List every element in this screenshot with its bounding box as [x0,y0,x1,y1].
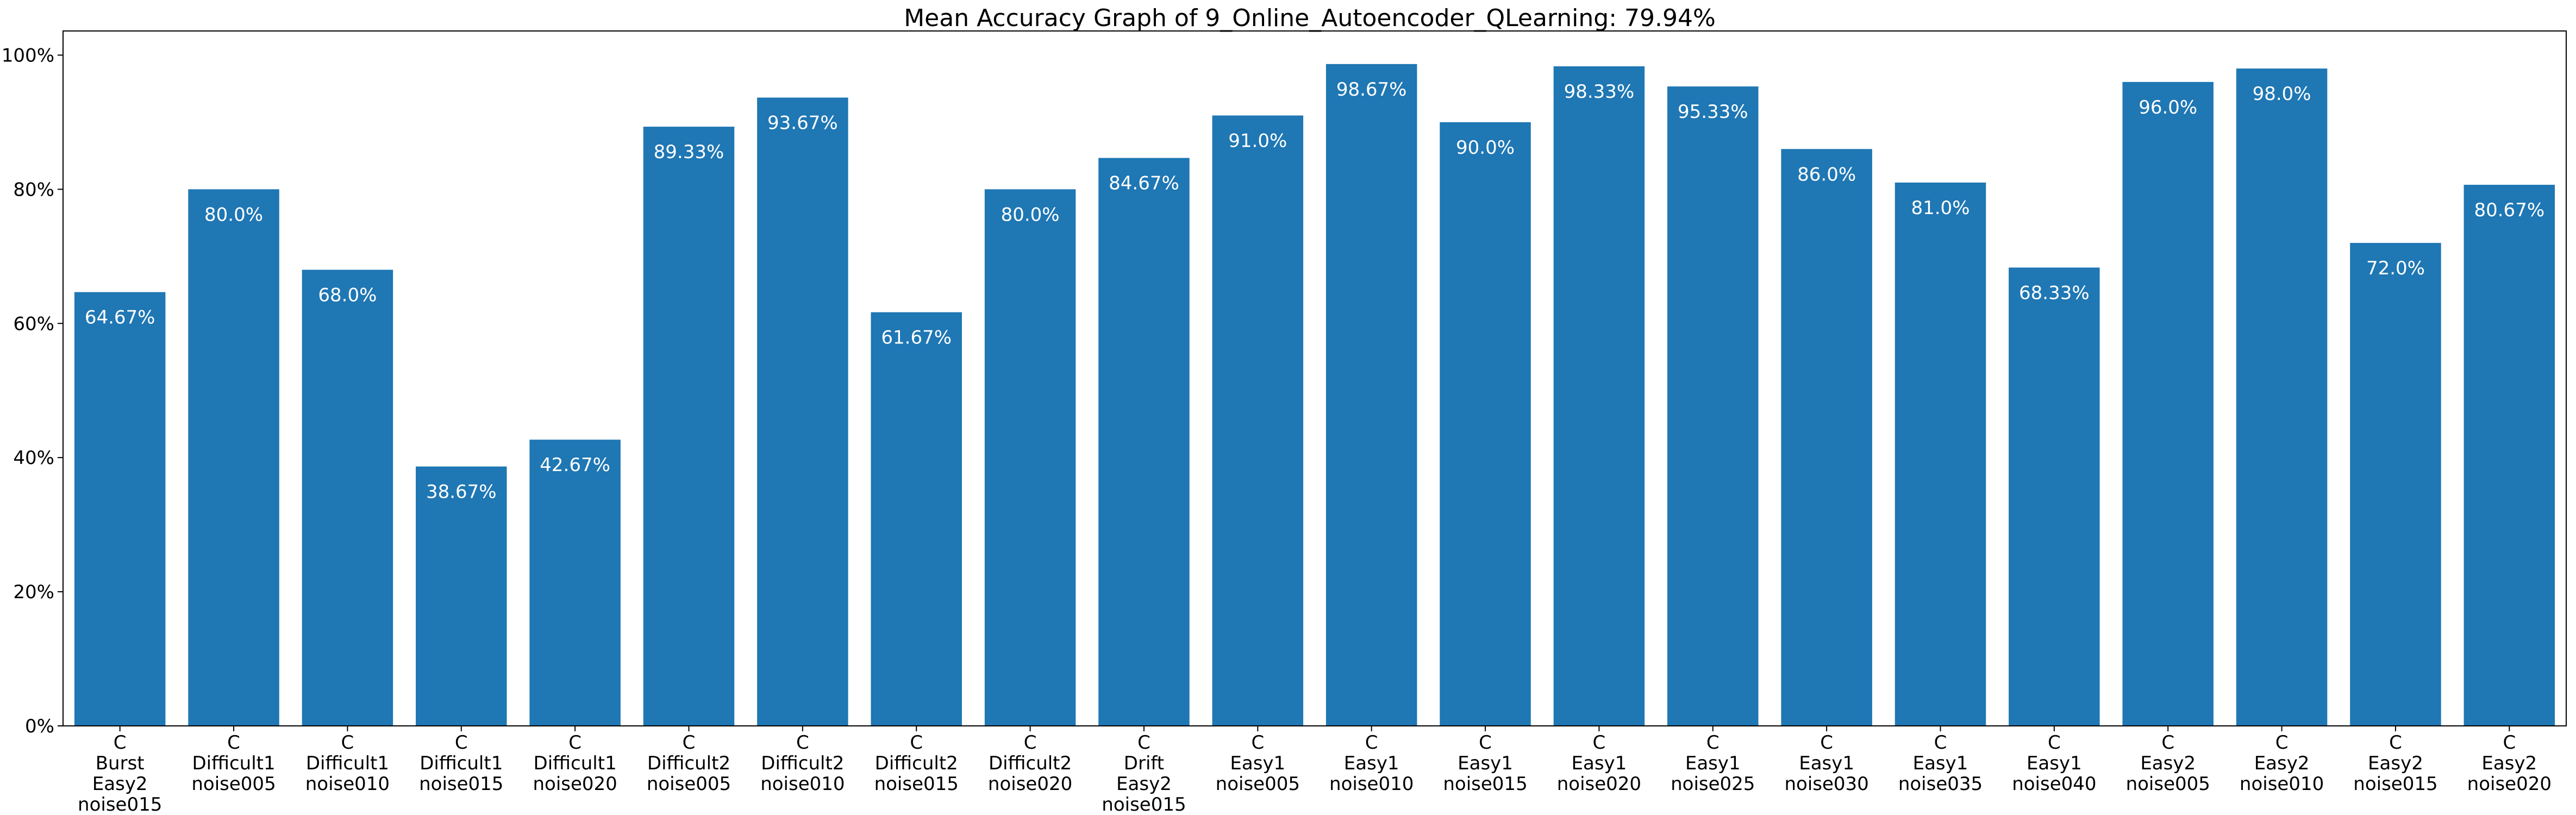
y-tick-label: 0% [25,716,54,737]
data-label: 42.67% [540,454,610,476]
data-label: 72.0% [2366,258,2425,279]
bar [2236,68,2328,726]
data-label: 81.0% [1911,197,1969,219]
bar [2350,243,2441,726]
bar [1781,149,1872,726]
bar [1553,66,1645,726]
data-label: 93.67% [767,112,838,134]
data-label: 98.67% [1336,79,1407,101]
x-tick-label: C Difficult1 noise010 [305,732,390,795]
data-label: 91.0% [1228,130,1287,152]
data-label: 80.67% [2474,199,2544,221]
x-tick-label: C Burst Easy2 noise015 [78,732,162,815]
bar [757,97,848,726]
x-axis: C Burst Easy2 noise015 C Difficult1 noise005 C D… [78,726,2552,815]
bar [188,189,279,726]
data-label: 98.0% [2253,83,2311,105]
bar [74,292,166,726]
x-tick-label: C Easy1 noise005 [1216,732,1300,795]
bar [529,440,621,726]
x-tick-label: C Difficult2 noise010 [760,732,845,795]
data-label: 98.33% [1564,81,1635,103]
data-label: 61.67% [881,327,952,349]
x-tick-label: C Drift Easy2 noise015 [1102,732,1186,815]
bar [2009,267,2100,726]
y-tick-label: 60% [13,313,54,335]
data-label: 90.0% [1456,137,1515,159]
y-tick-label: 80% [13,179,54,200]
x-tick-label: C Easy1 noise030 [1784,732,1868,795]
bar [2122,82,2214,726]
plot-frame [62,30,2567,726]
data-label: 95.33% [1678,101,1748,123]
x-tick-label: C Easy1 noise020 [1557,732,1641,795]
x-tick-label: C Difficult1 noise005 [191,732,276,795]
data-labels-layer: 64.67% 80.0% 68.0% 38.67% 42.67% 89.33% 93.67%… [85,79,2544,503]
y-tick-label: 100% [2,45,54,66]
data-label: 80.0% [204,204,263,225]
bar [1325,64,1417,726]
bars-layer [74,64,2555,726]
x-tick-label: C Difficult2 noise020 [988,732,1072,795]
chart-title: Mean Accuracy Graph of 9_Online_Autoenco… [904,4,1716,32]
x-tick-label: C Difficult2 noise005 [647,732,731,795]
x-tick-label: C Easy2 noise020 [2467,732,2552,795]
data-label: 86.0% [1797,164,1856,185]
data-label: 96.0% [2139,97,2197,118]
bar [871,312,962,726]
x-tick-label: C Easy1 noise015 [1443,732,1527,795]
y-tick-label: 20% [13,581,54,603]
x-tick-label: C Easy1 noise025 [1671,732,1755,795]
x-tick-label: C Easy1 noise035 [1898,732,1983,795]
x-tick-label: C Difficult1 noise015 [419,732,503,795]
bar [2464,185,2555,726]
data-label: 68.0% [318,285,377,306]
bar [1098,158,1190,726]
x-tick-label: C Easy2 noise015 [2353,732,2437,795]
bar [416,466,507,726]
data-label: 89.33% [654,141,724,163]
x-tick-label: C Difficult1 noise020 [533,732,617,795]
bar [1667,86,1759,726]
bar [302,269,393,726]
x-tick-label: C Easy1 noise010 [1329,732,1414,795]
x-tick-label: C Easy1 noise040 [2012,732,2096,795]
bar [643,127,735,726]
bar [1212,115,1304,726]
bar [1440,122,1531,726]
x-tick-label: C Difficult2 noise015 [874,732,959,795]
x-tick-label: C Easy2 noise010 [2240,732,2324,795]
bar [1895,183,1986,726]
data-label: 68.33% [2019,282,2090,304]
y-axis: 0% 20% 40% 60% 80% 100% [2,45,63,737]
data-label: 84.67% [1109,173,1179,195]
data-label: 38.67% [426,481,497,503]
x-tick-label: C Easy2 noise005 [2126,732,2210,795]
bar [984,189,1076,726]
y-tick-label: 40% [13,447,54,469]
data-label: 64.67% [85,307,155,329]
data-label: 80.0% [1001,204,1060,225]
